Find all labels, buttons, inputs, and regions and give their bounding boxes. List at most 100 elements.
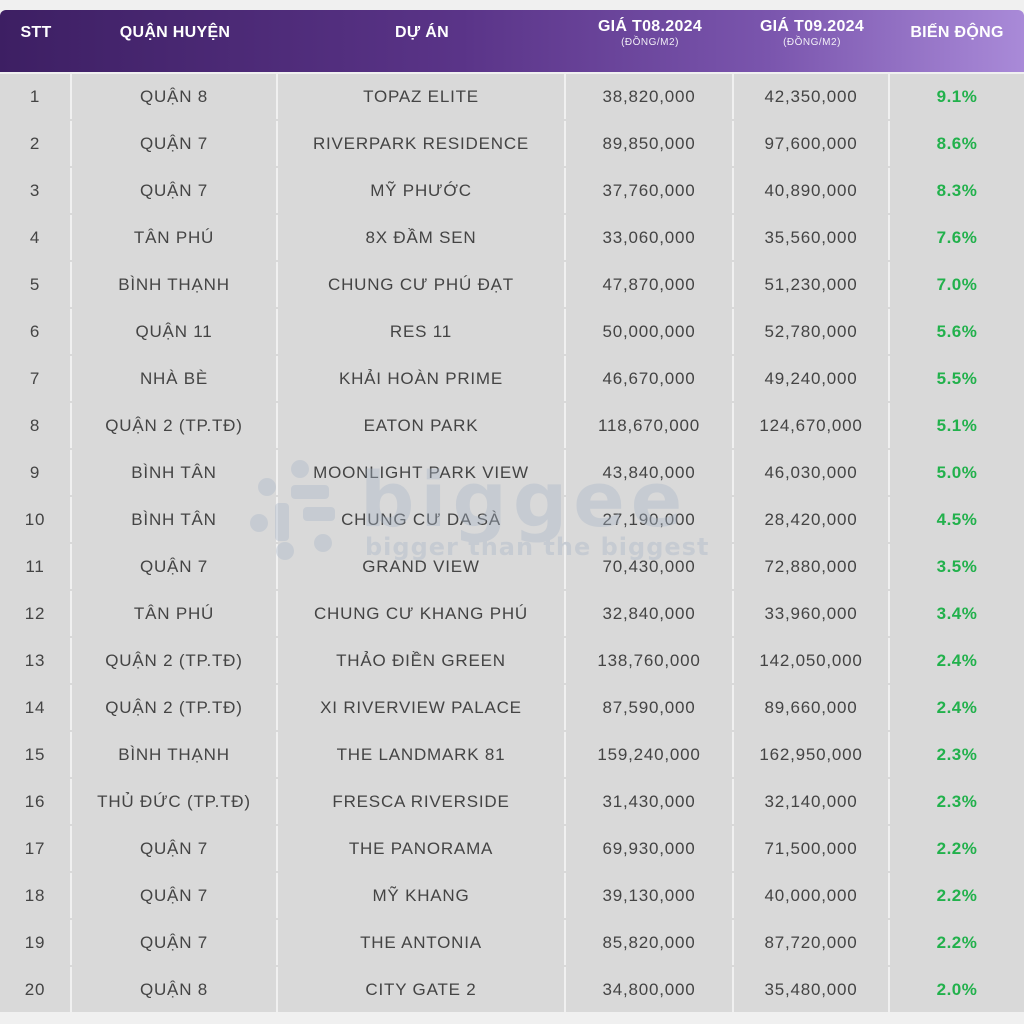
cell-stt: 14 bbox=[0, 685, 72, 730]
cell-stt: 8 bbox=[0, 403, 72, 448]
table-row: 14 QUẬN 2 (TP.TĐ) XI RIVERVIEW PALACE 87,59… bbox=[0, 685, 1024, 730]
cell-stt: 19 bbox=[0, 920, 72, 965]
cell-project: CHUNG CƯ PHÚ ĐẠT bbox=[278, 262, 566, 307]
cell-price-aug: 89,850,000 bbox=[566, 121, 734, 166]
table-row: 10 BÌNH TÂN CHUNG CƯ DA SÀ 27,190,000 28,420… bbox=[0, 497, 1024, 542]
cell-project: 8X ĐẦM SEN bbox=[278, 215, 566, 260]
price-table: STT QUẬN HUYỆN DỰ ÁN GIÁ T08.2024 (ĐỒNG/… bbox=[0, 10, 1024, 1014]
table-row: 15 BÌNH THẠNH THE LANDMARK 81 159,240,000 16… bbox=[0, 732, 1024, 777]
cell-project: FRESCA RIVERSIDE bbox=[278, 779, 566, 824]
table-row: 3 QUẬN 7 MỸ PHƯỚC 37,760,000 40,890,000 8.3% bbox=[0, 168, 1024, 213]
header-project: DỰ ÁN bbox=[395, 24, 449, 41]
cell-price-sep: 32,140,000 bbox=[734, 779, 890, 824]
cell-change: 2.3% bbox=[890, 779, 1024, 824]
cell-project: THE PANORAMA bbox=[278, 826, 566, 871]
header-price-sep: GIÁ T09.2024 (ĐỒNG/M2) bbox=[759, 18, 865, 48]
cell-change: 2.3% bbox=[890, 732, 1024, 777]
cell-price-sep: 87,720,000 bbox=[734, 920, 890, 965]
header-price-sep-unit: (ĐỒNG/M2) bbox=[783, 37, 841, 48]
table-row: 1 QUẬN 8 TOPAZ ELITE 38,820,000 42,350,000 9.… bbox=[0, 74, 1024, 119]
cell-district: QUẬN 2 (TP.TĐ) bbox=[72, 685, 278, 730]
cell-project: RES 11 bbox=[278, 309, 566, 354]
header-price-aug: GIÁ T08.2024 (ĐỒNG/M2) bbox=[597, 18, 703, 48]
cell-project: KHẢI HOÀN PRIME bbox=[278, 356, 566, 401]
cell-price-aug: 87,590,000 bbox=[566, 685, 734, 730]
cell-change: 2.0% bbox=[890, 967, 1024, 1012]
cell-price-aug: 47,870,000 bbox=[566, 262, 734, 307]
cell-district: QUẬN 8 bbox=[72, 74, 278, 119]
cell-district: QUẬN 8 bbox=[72, 967, 278, 1012]
cell-stt: 10 bbox=[0, 497, 72, 542]
cell-price-sep: 42,350,000 bbox=[734, 74, 890, 119]
cell-stt: 11 bbox=[0, 544, 72, 589]
cell-change: 5.1% bbox=[890, 403, 1024, 448]
cell-price-aug: 46,670,000 bbox=[566, 356, 734, 401]
table-row: 18 QUẬN 7 MỸ KHANG 39,130,000 40,000,000 2.2% bbox=[0, 873, 1024, 918]
cell-district: TÂN PHÚ bbox=[72, 215, 278, 260]
cell-price-sep: 124,670,000 bbox=[734, 403, 890, 448]
cell-stt: 2 bbox=[0, 121, 72, 166]
cell-district: BÌNH TÂN bbox=[72, 497, 278, 542]
cell-change: 2.2% bbox=[890, 826, 1024, 871]
cell-district: BÌNH THẠNH bbox=[72, 262, 278, 307]
cell-price-aug: 70,430,000 bbox=[566, 544, 734, 589]
table-row: 8 QUẬN 2 (TP.TĐ) EATON PARK 118,670,000 124,… bbox=[0, 403, 1024, 448]
table-row: 16 THỦ ĐỨC (TP.TĐ) FRESCA RIVERSIDE 31,430,… bbox=[0, 779, 1024, 824]
cell-price-aug: 31,430,000 bbox=[566, 779, 734, 824]
cell-change: 5.6% bbox=[890, 309, 1024, 354]
table-row: 2 QUẬN 7 RIVERPARK RESIDENCE 89,850,000 97,6… bbox=[0, 121, 1024, 166]
cell-price-sep: 162,950,000 bbox=[734, 732, 890, 777]
cell-project: EATON PARK bbox=[278, 403, 566, 448]
table-row: 17 QUẬN 7 THE PANORAMA 69,930,000 71,500,000… bbox=[0, 826, 1024, 871]
cell-price-sep: 35,480,000 bbox=[734, 967, 890, 1012]
cell-stt: 1 bbox=[0, 74, 72, 119]
cell-stt: 16 bbox=[0, 779, 72, 824]
cell-district: QUẬN 7 bbox=[72, 544, 278, 589]
cell-change: 8.6% bbox=[890, 121, 1024, 166]
cell-price-sep: 52,780,000 bbox=[734, 309, 890, 354]
cell-change: 7.0% bbox=[890, 262, 1024, 307]
cell-project: XI RIVERVIEW PALACE bbox=[278, 685, 566, 730]
table-row: 19 QUẬN 7 THE ANTONIA 85,820,000 87,720,000 2… bbox=[0, 920, 1024, 965]
table-row: 5 BÌNH THẠNH CHUNG CƯ PHÚ ĐẠT 47,870,000 51,… bbox=[0, 262, 1024, 307]
cell-price-sep: 97,600,000 bbox=[734, 121, 890, 166]
cell-price-aug: 118,670,000 bbox=[566, 403, 734, 448]
cell-price-aug: 50,000,000 bbox=[566, 309, 734, 354]
table-row: 20 QUẬN 8 CITY GATE 2 34,800,000 35,480,000 2… bbox=[0, 967, 1024, 1012]
cell-change: 2.4% bbox=[890, 685, 1024, 730]
cell-change: 8.3% bbox=[890, 168, 1024, 213]
cell-district: BÌNH TÂN bbox=[72, 450, 278, 495]
cell-district: QUẬN 7 bbox=[72, 826, 278, 871]
cell-change: 4.5% bbox=[890, 497, 1024, 542]
cell-price-sep: 71,500,000 bbox=[734, 826, 890, 871]
cell-stt: 9 bbox=[0, 450, 72, 495]
cell-stt: 12 bbox=[0, 591, 72, 636]
cell-district: QUẬN 2 (TP.TĐ) bbox=[72, 403, 278, 448]
cell-district: QUẬN 7 bbox=[72, 121, 278, 166]
cell-stt: 18 bbox=[0, 873, 72, 918]
cell-district: THỦ ĐỨC (TP.TĐ) bbox=[72, 779, 278, 824]
cell-stt: 7 bbox=[0, 356, 72, 401]
cell-change: 9.1% bbox=[890, 74, 1024, 119]
cell-change: 5.0% bbox=[890, 450, 1024, 495]
cell-project: THE ANTONIA bbox=[278, 920, 566, 965]
cell-stt: 20 bbox=[0, 967, 72, 1012]
cell-project: CITY GATE 2 bbox=[278, 967, 566, 1012]
cell-project: RIVERPARK RESIDENCE bbox=[278, 121, 566, 166]
cell-project: MOONLIGHT PARK VIEW bbox=[278, 450, 566, 495]
cell-stt: 3 bbox=[0, 168, 72, 213]
table-row: 4 TÂN PHÚ 8X ĐẦM SEN 33,060,000 35,560,000 7.… bbox=[0, 215, 1024, 260]
table-header: STT QUẬN HUYỆN DỰ ÁN GIÁ T08.2024 (ĐỒNG/… bbox=[0, 10, 1024, 72]
cell-change: 3.5% bbox=[890, 544, 1024, 589]
cell-project: MỸ KHANG bbox=[278, 873, 566, 918]
cell-project: THE LANDMARK 81 bbox=[278, 732, 566, 777]
cell-change: 7.6% bbox=[890, 215, 1024, 260]
table-row: 13 QUẬN 2 (TP.TĐ) THẢO ĐIỀN GREEN 138,760,0… bbox=[0, 638, 1024, 683]
header-price-aug-unit: (ĐỒNG/M2) bbox=[621, 37, 679, 48]
cell-stt: 13 bbox=[0, 638, 72, 683]
cell-district: TÂN PHÚ bbox=[72, 591, 278, 636]
cell-price-aug: 69,930,000 bbox=[566, 826, 734, 871]
cell-price-aug: 38,820,000 bbox=[566, 74, 734, 119]
cell-stt: 15 bbox=[0, 732, 72, 777]
cell-price-aug: 39,130,000 bbox=[566, 873, 734, 918]
